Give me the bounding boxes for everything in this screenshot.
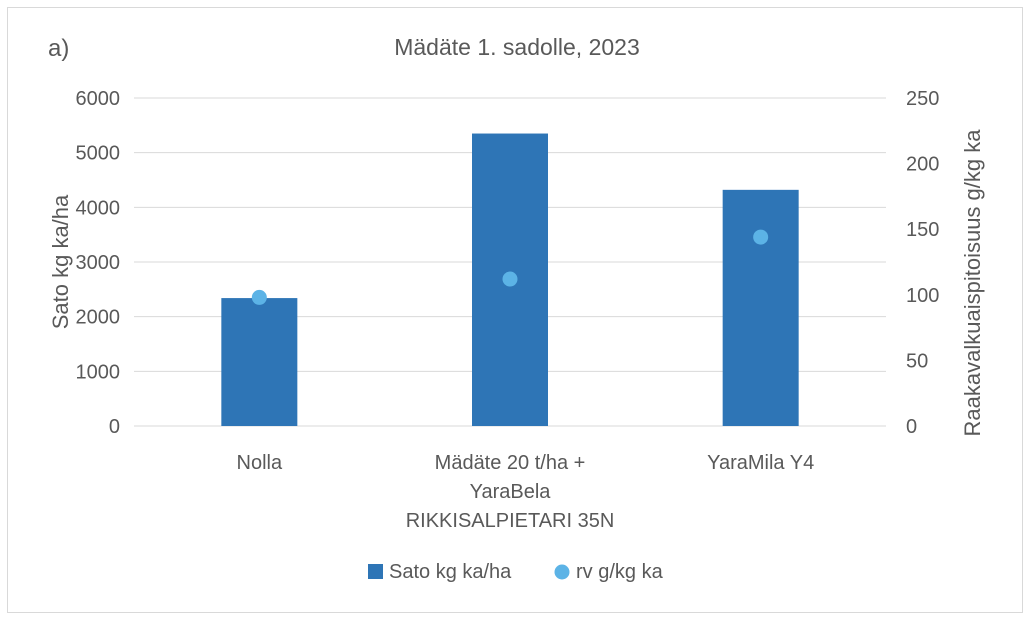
y2-tick-label: 0 [906,416,917,438]
chart-title: Mädäte 1. sadolle, 2023 [394,34,640,60]
y-tick-label: 1000 [76,361,121,383]
legend-label: Sato kg ka/ha [389,561,512,583]
category-labels: Nolla Mädäte 20 t/ha + YaraBela RIKKISALPIE… [237,452,815,532]
y-tick-label: 0 [109,416,120,438]
y-tick-label: 6000 [76,88,121,110]
data-point [251,289,267,305]
y2-tick-label: 50 [906,350,928,372]
bar-series [221,133,799,427]
category-label: YaraMila Y4 [707,452,814,474]
y2-tick-label: 150 [906,219,939,241]
bar [722,189,799,426]
legend-swatch-bar [368,564,383,579]
panel-label: a) [48,35,69,62]
y2-tick-label: 250 [906,88,939,110]
y-tick-label: 3000 [76,252,121,274]
scatter-series [251,229,769,305]
right-axis-ticks: 0 50 100 150 200 250 [906,88,939,438]
category-label: RIKKISALPIETARI 35N [406,510,615,532]
y2-tick-label: 200 [906,154,939,176]
left-axis-ticks: 0 1000 2000 3000 4000 5000 6000 [76,88,121,438]
y-tick-label: 5000 [76,143,121,165]
y-tick-label: 2000 [76,307,121,329]
category-label: YaraBela [470,481,552,503]
legend-label: rv g/kg ka [576,561,664,583]
data-point [753,229,769,245]
category-label: Mädäte 20 t/ha + [435,452,586,474]
legend-swatch-point [554,564,570,580]
data-point [502,271,518,287]
category-label: Nolla [237,452,283,474]
y2-axis-label: Raakavalkuaispitoisuus g/kg ka [960,129,985,437]
bar [221,298,298,426]
y-tick-label: 4000 [76,197,121,219]
y-axis-label: Sato kg ka/ha [48,194,73,329]
y2-tick-label: 100 [906,285,939,307]
legend: Sato kg ka/ha rv g/kg ka [368,561,664,583]
